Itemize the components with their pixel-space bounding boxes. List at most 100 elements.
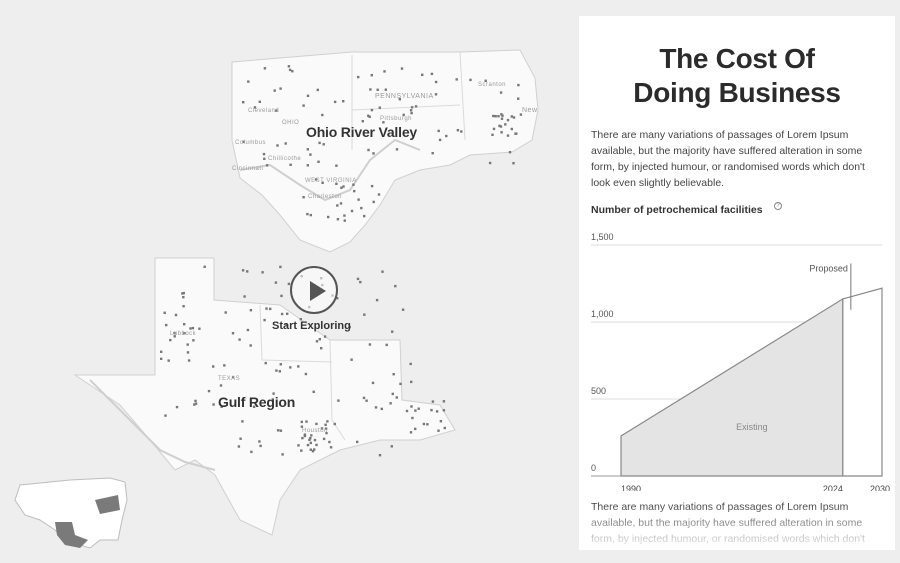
- facility-dot: [359, 280, 362, 284]
- facility-dot: [303, 433, 307, 436]
- facility-dot: [263, 67, 267, 70]
- facility-dot: [249, 344, 252, 347]
- facility-dot: [224, 311, 227, 314]
- facility-dot: [271, 398, 274, 401]
- facility-dot: [352, 183, 355, 186]
- facility-dot: [409, 362, 412, 366]
- facility-dot: [392, 373, 395, 376]
- facility-dot: [308, 438, 311, 441]
- facility-dot: [250, 450, 253, 454]
- facility-dot: [281, 453, 284, 456]
- facility-dot: [372, 200, 375, 204]
- facility-dot: [445, 134, 448, 138]
- facility-dot: [314, 178, 318, 181]
- facility-dot: [289, 366, 292, 369]
- facility-dot: [263, 157, 266, 160]
- start-exploring-label[interactable]: Start Exploring: [272, 320, 351, 332]
- facility-dot: [499, 125, 503, 128]
- facility-dot: [336, 218, 340, 221]
- facility-dot: [287, 65, 291, 68]
- facility-dot: [430, 72, 434, 76]
- facility-dot: [325, 431, 328, 435]
- ohio-border: [351, 51, 466, 150]
- us-inset-land: [14, 477, 128, 549]
- facility-dot: [497, 115, 500, 118]
- facility-dot: [443, 426, 446, 430]
- series-existing-area: [620, 297, 844, 477]
- facility-dot: [160, 357, 163, 360]
- facility-dot: [382, 121, 385, 124]
- facility-dot: [252, 405, 256, 408]
- facility-dot: [333, 100, 337, 104]
- facility-dot: [400, 67, 404, 70]
- facility-dot: [374, 406, 378, 409]
- facility-dot: [259, 444, 262, 448]
- facility-dot: [435, 410, 439, 413]
- facility-dot: [302, 196, 305, 199]
- facility-dot: [309, 153, 312, 156]
- region-map: PENNSYLVANIA OHIO WEST VIRGINIA TEXAS Clevel…: [14, 49, 539, 549]
- facility-dot: [262, 152, 266, 156]
- facility-dot: [182, 305, 185, 308]
- facility-dot: [160, 350, 163, 353]
- facility-dot: [239, 437, 242, 440]
- facility-dot: [414, 427, 417, 431]
- place-label: Chillicothe: [268, 156, 301, 162]
- facility-dot: [324, 427, 328, 430]
- facility-dot: [223, 364, 226, 367]
- facility-dot: [411, 416, 414, 420]
- facility-dot: [321, 181, 324, 184]
- facility-dot: [385, 343, 388, 347]
- facility-dot: [394, 284, 397, 288]
- facility-dot: [350, 209, 354, 213]
- y-tick-label: 1,500: [591, 232, 614, 242]
- facility-dot: [409, 109, 413, 112]
- facility-dot: [342, 185, 345, 188]
- facility-dot: [309, 448, 312, 451]
- facility-dot: [258, 440, 261, 443]
- facility-dot: [501, 114, 504, 117]
- facility-dot: [439, 420, 443, 423]
- facility-dot: [306, 94, 310, 97]
- facility-dot: [297, 365, 300, 368]
- facility-dot: [438, 138, 442, 142]
- series-proposed-area: [842, 287, 883, 477]
- facility-dot: [442, 409, 446, 412]
- facility-dot: [315, 340, 319, 343]
- facility-dot: [183, 323, 186, 326]
- region-label-ohio-river-valley[interactable]: Ohio River Valley: [306, 124, 417, 140]
- facility-dot: [192, 339, 195, 342]
- facility-dot: [241, 269, 245, 272]
- info-panel[interactable]: The Cost Of Doing Business There are man…: [579, 16, 895, 550]
- play-button[interactable]: [290, 266, 338, 314]
- facility-dot: [203, 265, 206, 268]
- us-inset-gulf: [55, 522, 88, 548]
- place-label: Scranton: [478, 82, 506, 88]
- ohio-river: [239, 138, 421, 202]
- facility-dot: [306, 443, 310, 447]
- region-label-gulf[interactable]: Gulf Region: [218, 394, 296, 410]
- facility-dot: [504, 123, 507, 126]
- facility-dot: [318, 338, 321, 341]
- facility-dot: [391, 392, 394, 396]
- facility-dot: [422, 422, 426, 426]
- facility-dot: [368, 115, 371, 118]
- map-area[interactable]: PENNSYLVANIA OHIO WEST VIRGINIA TEXAS Clevel…: [0, 0, 570, 563]
- facility-dot: [442, 400, 446, 403]
- facility-dot: [187, 359, 191, 362]
- facility-dot: [390, 445, 393, 448]
- panel-title: The Cost Of Doing Business: [633, 43, 841, 108]
- facility-dot: [494, 115, 497, 118]
- facility-dot: [315, 443, 318, 447]
- y-tick-label: 0: [591, 463, 596, 473]
- info-icon[interactable]: ?: [774, 202, 782, 210]
- us-inset-ohio: [95, 495, 120, 514]
- facility-dot: [410, 380, 413, 384]
- facility-dot: [455, 78, 458, 81]
- facility-dot: [284, 142, 287, 145]
- facility-dot: [348, 325, 351, 329]
- facility-dot: [414, 409, 417, 412]
- facility-dot: [437, 429, 440, 432]
- facility-dot: [335, 182, 338, 185]
- facility-dot: [313, 438, 317, 442]
